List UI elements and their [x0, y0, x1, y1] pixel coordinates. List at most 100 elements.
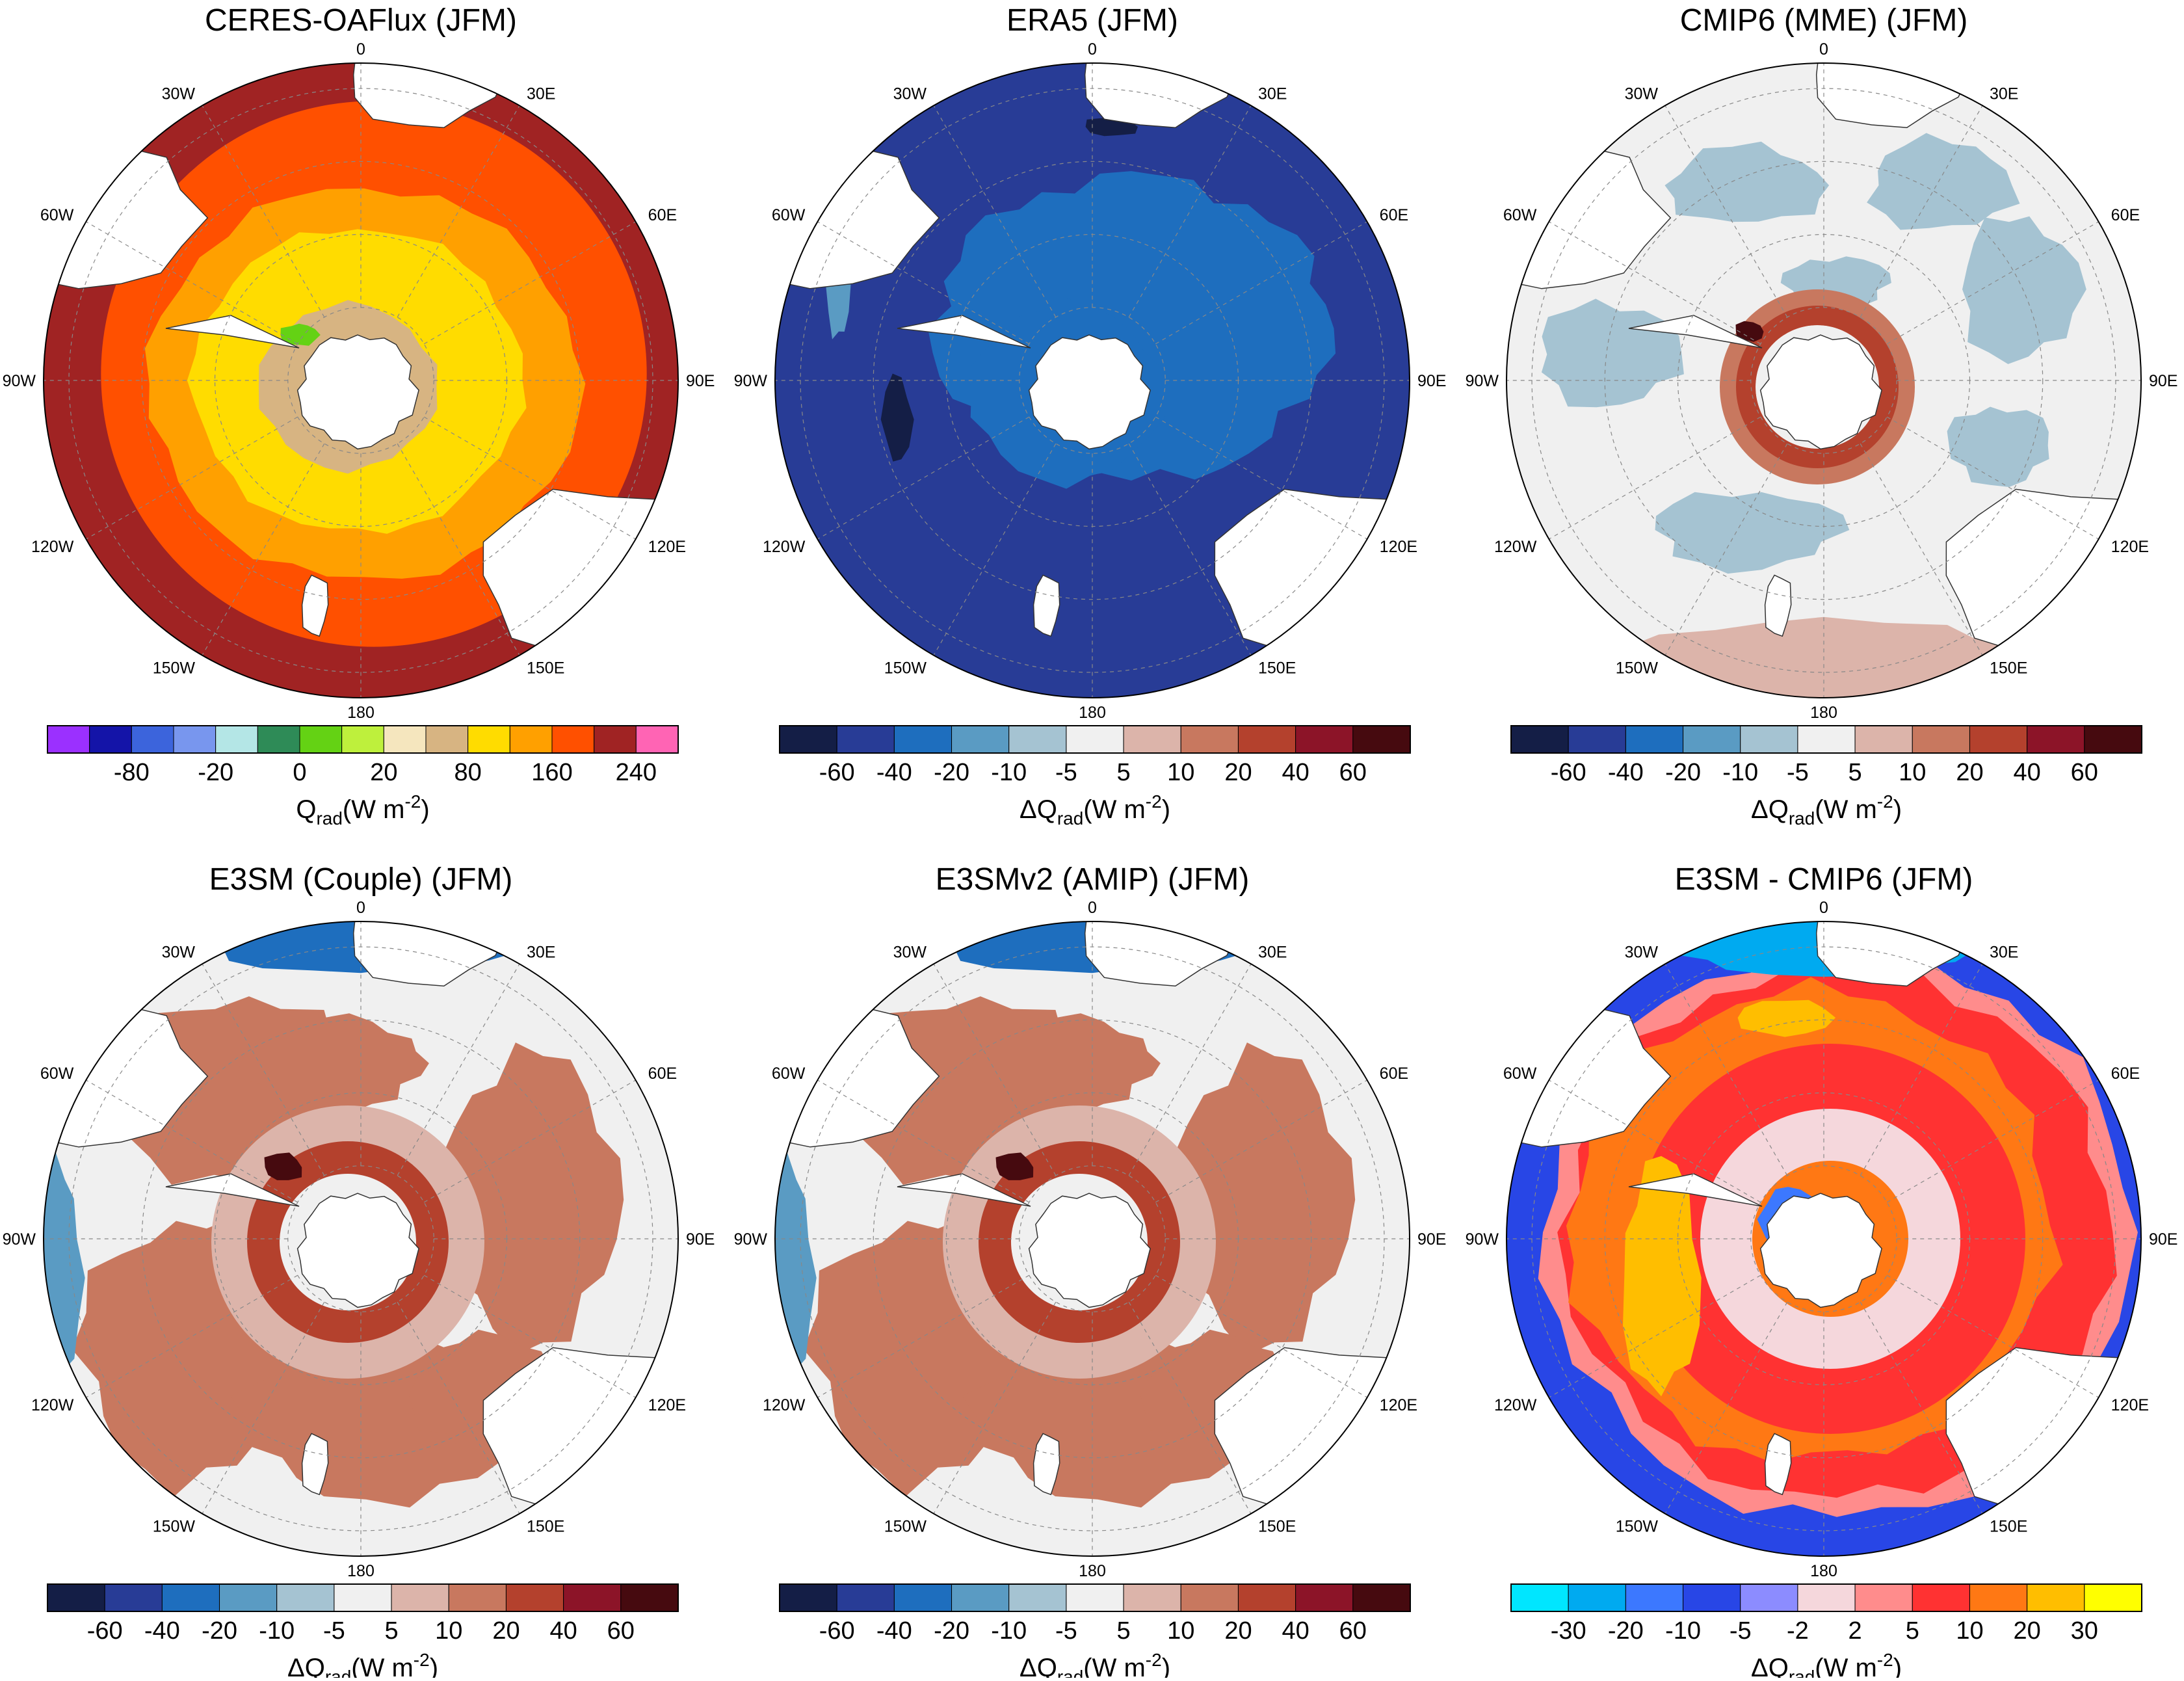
- colorbar-tick-label: -80: [114, 759, 150, 786]
- longitude-label: 150W: [1616, 1518, 1659, 1536]
- colorbar-swatch: [1625, 725, 1684, 754]
- map-panel-4: E3SM (Couple) (JFM) 0 30E 60E 90E 120E 150E 180…: [3, 862, 715, 1681]
- meridian: [817, 221, 1030, 345]
- meridian: [1128, 443, 1252, 655]
- colorbar-swatch: [620, 1583, 679, 1612]
- meridian: [1860, 105, 1983, 318]
- contour-band: [1635, 1044, 2025, 1434]
- colorbar-swatch: [1568, 725, 1626, 754]
- longitude-label: 150E: [527, 659, 564, 678]
- map-field: [44, 921, 678, 1556]
- latitude-circle: [1604, 1019, 2044, 1459]
- colorbar-tick-label: -60: [819, 1617, 855, 1645]
- colorbar-tick-label: -10: [259, 1617, 295, 1645]
- colorbar-tick-label: 60: [1339, 1617, 1367, 1645]
- colorbar-frame: [47, 1583, 679, 1612]
- colorbar-frame: [779, 1583, 1411, 1612]
- label-superscript: -2: [414, 1650, 430, 1670]
- meridian: [86, 1079, 298, 1203]
- colorbar-tick-label: -60: [819, 759, 855, 786]
- longitude-label: 60E: [1380, 1065, 1408, 1083]
- colorbar: -60 -40 -20 -10 -5 5 10 20 40 60 ΔQrad(W m-2): [779, 1583, 1411, 1681]
- colorbar-tick-label: -5: [1055, 759, 1077, 786]
- colorbar-swatch: [1912, 725, 1970, 754]
- contour-band: [1737, 999, 1836, 1037]
- contour-band: [1664, 141, 1830, 222]
- colorbar-tick-label: 160: [531, 759, 572, 786]
- colorbar-tick-label: 20: [1224, 1617, 1252, 1645]
- colorbar-swatch: [893, 725, 953, 754]
- colorbar-tick-label: 20: [492, 1617, 520, 1645]
- colorbar-tick-label: 30: [2071, 1617, 2098, 1645]
- contour-band: [1947, 406, 2049, 487]
- longitude-label: 60E: [1380, 206, 1408, 224]
- colorbar-tick-label: 5: [1117, 1617, 1131, 1645]
- colorbar-tick-label: -2: [1787, 1617, 1809, 1645]
- map-field: [1506, 921, 2141, 1556]
- meridian: [86, 1275, 298, 1398]
- colorbar-swatch: [951, 725, 1010, 754]
- colorbar-tick-label: -40: [144, 1617, 180, 1645]
- colorbar-tick-label: 40: [2013, 759, 2040, 786]
- contour-band: [235, 1013, 429, 1114]
- longitude-label: 30W: [162, 943, 196, 961]
- longitude-label: 120E: [1380, 538, 1417, 556]
- longitude-label: 120W: [31, 538, 74, 556]
- longitude-label: 150W: [884, 659, 927, 678]
- africa: [352, 63, 507, 128]
- longitude-label: 0: [1819, 40, 1828, 59]
- map-border: [43, 921, 679, 1557]
- colorbar-swatch: [1854, 725, 1913, 754]
- peninsula: [1628, 1173, 1763, 1207]
- colorbar-tick-label: -20: [202, 1617, 237, 1645]
- longitude-label: 120E: [2111, 1396, 2149, 1414]
- colorbar-swatch: [467, 725, 510, 754]
- colorbar-tick-label: -10: [991, 759, 1027, 786]
- meridian: [86, 221, 298, 345]
- longitude-label: 150W: [884, 1518, 927, 1536]
- colorbar-tick-label: 20: [370, 759, 397, 786]
- longitude-label: 0: [356, 40, 365, 59]
- contour-band: [44, 1151, 85, 1388]
- colorbar-tick-label: 40: [1282, 1617, 1309, 1645]
- map-border: [774, 921, 1410, 1557]
- graticule: [44, 63, 678, 698]
- longitude-label: 0: [1088, 40, 1097, 59]
- colorbar-tick-label: -40: [876, 759, 912, 786]
- meridian: [1860, 443, 1983, 655]
- longitude-label: 180: [1079, 1562, 1106, 1580]
- colorbar-swatch: [779, 725, 837, 754]
- longitude-label: 30W: [1625, 943, 1659, 961]
- africa: [1815, 63, 1970, 128]
- colorbar-tick-label: 0: [293, 759, 306, 786]
- africa: [1084, 921, 1239, 986]
- label-main: Q: [296, 795, 316, 824]
- map-panel-6: E3SM - CMIP6 (JFM) 0 30E 60E 90E 120E 150E 180 1…: [1466, 862, 2178, 1681]
- africa: [1815, 921, 1970, 986]
- colorbar-tick-label: 5: [1849, 759, 1862, 786]
- panel-title: CERES-OAFlux (JFM): [205, 3, 517, 38]
- meridian: [1886, 221, 2099, 345]
- longitude-label: 90E: [2149, 1230, 2177, 1249]
- colorbar-swatch: [257, 725, 300, 754]
- label-superscript: -2: [1877, 791, 1893, 812]
- meridian: [1886, 416, 2099, 540]
- label-close: ): [1893, 1654, 1902, 1678]
- meridian: [397, 443, 520, 655]
- colorbar-swatch: [1066, 725, 1124, 754]
- longitude-label: 180: [1810, 704, 1837, 722]
- label-units: (W m: [343, 795, 405, 824]
- longitude-label: 180: [347, 1562, 375, 1580]
- label-main: ΔQ: [1020, 1654, 1057, 1678]
- label-units: (W m: [351, 1654, 414, 1678]
- colorbar-swatch: [1510, 725, 1569, 754]
- longitude-label: 30E: [1990, 943, 2018, 961]
- colorbar-tick-label: -30: [1551, 1617, 1586, 1645]
- colorbar-swatch: [1123, 725, 1181, 754]
- longitude-label: 90E: [1417, 372, 1446, 390]
- colorbar-swatch: [1295, 1583, 1354, 1612]
- colorbar: -60 -40 -20 -10 -5 5 10 20 40 60 ΔQrad(W m-2): [1510, 725, 2142, 828]
- colorbar-tick-label: -5: [323, 1617, 345, 1645]
- meridian: [423, 416, 636, 540]
- contour-band: [280, 323, 321, 346]
